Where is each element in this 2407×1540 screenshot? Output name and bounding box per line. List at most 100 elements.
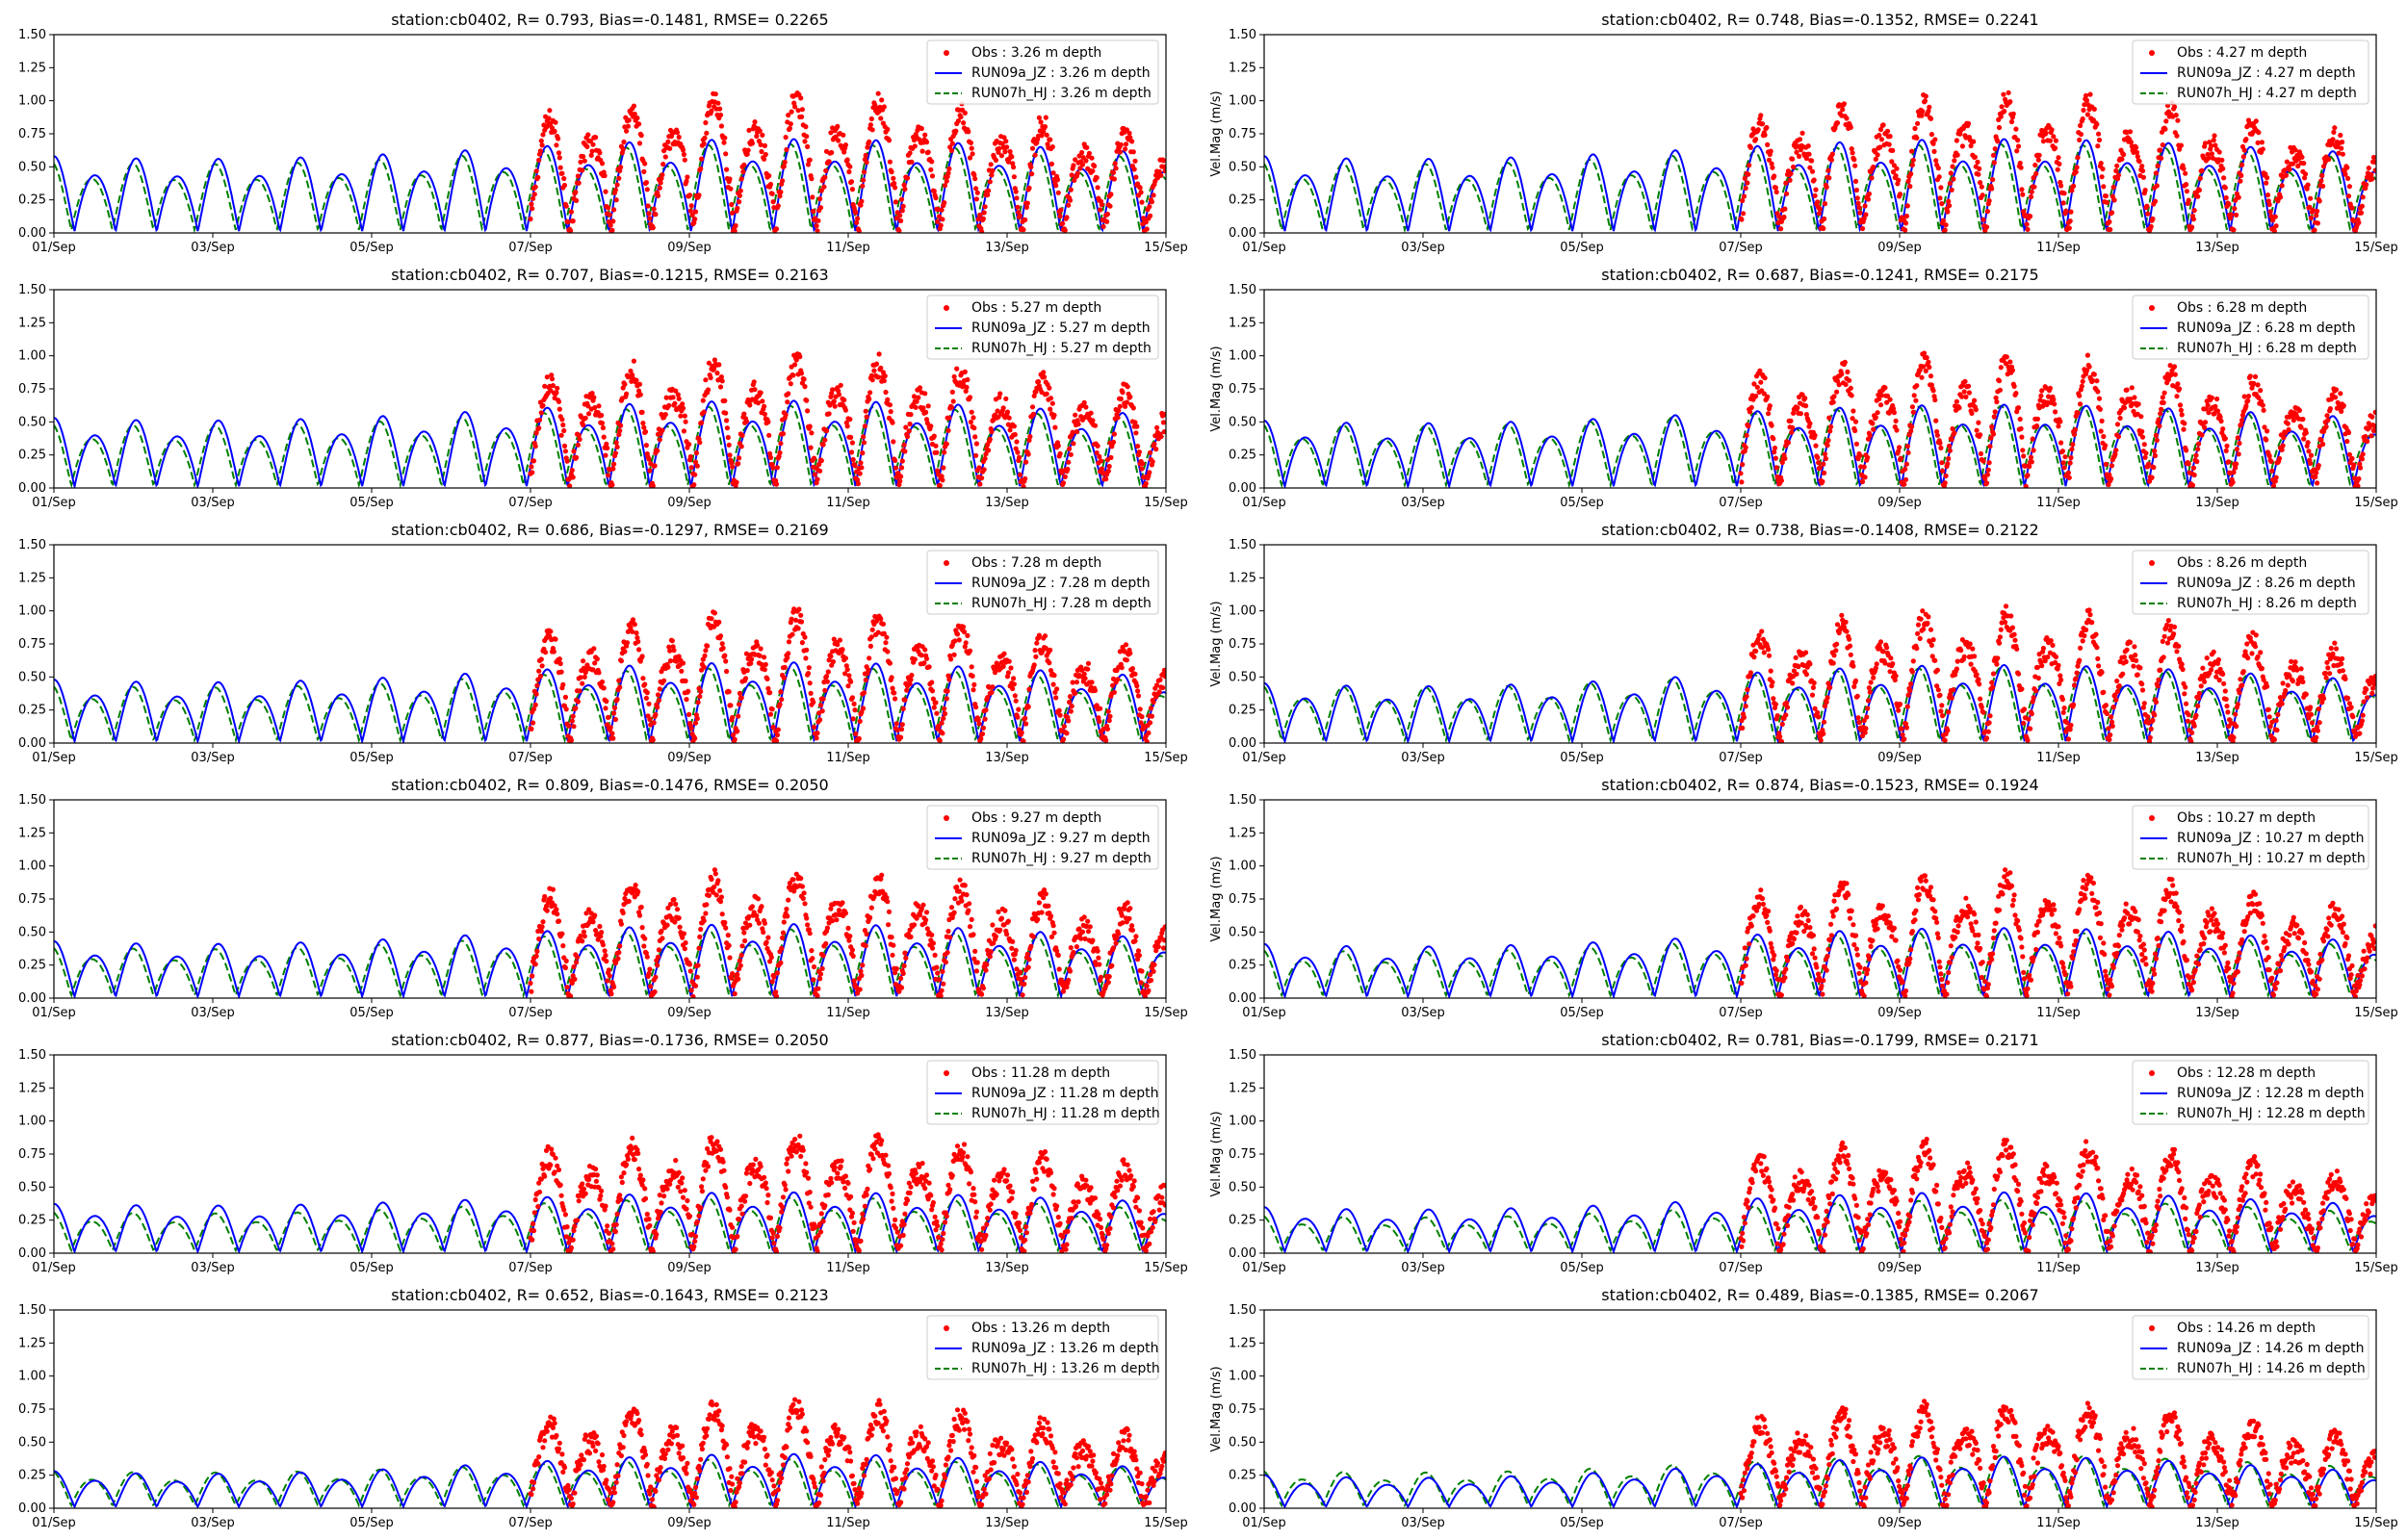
obs-point	[2066, 225, 2072, 231]
obs-point	[632, 622, 637, 628]
obs-point	[1959, 394, 1965, 399]
obs-point	[838, 382, 843, 388]
obs-point	[733, 222, 738, 229]
obs-point	[2154, 183, 2160, 189]
series-obs-points	[528, 90, 1166, 233]
obs-point	[896, 228, 902, 233]
obs-point	[613, 440, 619, 446]
obs-point	[823, 674, 830, 680]
series-run09a-line	[54, 923, 1166, 998]
obs-point	[831, 398, 837, 404]
obs-point	[858, 460, 864, 466]
obs-point	[2107, 218, 2112, 225]
obs-point	[2161, 633, 2167, 639]
obs-point	[977, 481, 983, 487]
obs-point	[2177, 402, 2184, 408]
obs-point	[762, 403, 767, 409]
obs-point	[1043, 645, 1048, 652]
obs-point	[2202, 141, 2209, 146]
obs-point	[2234, 447, 2239, 452]
obs-point	[737, 702, 742, 707]
obs-point	[1908, 680, 1914, 687]
obs-point	[1758, 113, 1764, 118]
obs-point	[1976, 677, 1981, 682]
obs-point	[676, 134, 682, 141]
obs-point	[556, 406, 562, 412]
obs-point	[609, 482, 615, 488]
obs-point	[699, 420, 705, 425]
obs-point	[2308, 711, 2315, 717]
obs-point	[612, 450, 619, 456]
obs-point	[1991, 160, 1997, 166]
obs-point	[737, 455, 742, 461]
obs-point	[568, 993, 574, 998]
obs-point	[1967, 641, 1973, 647]
obs-point	[1890, 406, 1897, 412]
obs-point	[534, 682, 540, 688]
obs-point	[1103, 476, 1109, 482]
obs-point	[698, 166, 704, 171]
obs-point	[639, 654, 645, 659]
obs-point	[2028, 193, 2034, 200]
obs-point	[652, 463, 658, 469]
obs-point	[2222, 688, 2228, 694]
obs-point	[2096, 137, 2103, 143]
obs-point	[1983, 735, 1990, 741]
obs-point	[1817, 206, 1823, 212]
obs-point	[990, 684, 996, 690]
obs-point	[1761, 391, 1767, 397]
obs-point	[702, 653, 708, 659]
obs-point	[1857, 452, 1863, 458]
obs-point	[2338, 391, 2343, 397]
obs-point	[961, 120, 967, 126]
obs-point	[2252, 644, 2259, 650]
obs-point	[1866, 191, 1872, 196]
obs-point	[925, 149, 931, 155]
obs-point	[1927, 364, 1932, 371]
obs-point	[1107, 203, 1113, 209]
obs-point	[981, 210, 987, 216]
y-tick-label: 1.50	[18, 793, 46, 808]
obs-point	[1915, 630, 1921, 636]
obs-point	[1893, 673, 1899, 679]
obs-point	[539, 663, 545, 669]
obs-point	[2202, 420, 2209, 425]
obs-point	[618, 423, 624, 428]
obs-point	[1974, 672, 1980, 678]
obs-point	[2198, 683, 2204, 689]
obs-point	[1791, 410, 1797, 416]
obs-point	[899, 458, 905, 464]
obs-point	[1986, 198, 1992, 204]
obs-point	[1015, 204, 1021, 210]
obs-point	[860, 183, 866, 189]
obs-point	[2197, 175, 2203, 181]
legend-entry: RUN07h_HJ : 6.28 m depth	[2177, 341, 2357, 356]
x-tick-label: 05/Sep	[1560, 751, 1603, 765]
obs-point	[887, 660, 893, 666]
x-tick-label: 09/Sep	[1877, 241, 1921, 255]
obs-point	[2344, 438, 2350, 445]
obs-point	[1153, 447, 1159, 452]
obs-point	[1134, 424, 1140, 429]
obs-point	[2328, 645, 2334, 652]
obs-point	[2114, 422, 2121, 427]
x-tick-label: 05/Sep	[349, 241, 393, 255]
obs-point	[2099, 174, 2105, 180]
obs-point	[1019, 730, 1024, 735]
obs-point	[716, 362, 722, 368]
obs-point	[603, 189, 608, 194]
obs-point	[1772, 449, 1777, 455]
obs-point	[1766, 157, 1773, 163]
obs-point	[569, 718, 575, 724]
obs-point	[1932, 397, 1938, 403]
obs-point	[736, 461, 741, 467]
obs-point	[2181, 166, 2187, 171]
obs-point	[2200, 665, 2206, 671]
obs-point	[841, 149, 847, 155]
obs-point	[974, 190, 980, 195]
obs-point	[1918, 616, 1924, 622]
obs-point	[2080, 116, 2085, 122]
obs-point	[790, 372, 796, 378]
obs-point	[798, 95, 804, 101]
obs-point	[2231, 227, 2237, 233]
